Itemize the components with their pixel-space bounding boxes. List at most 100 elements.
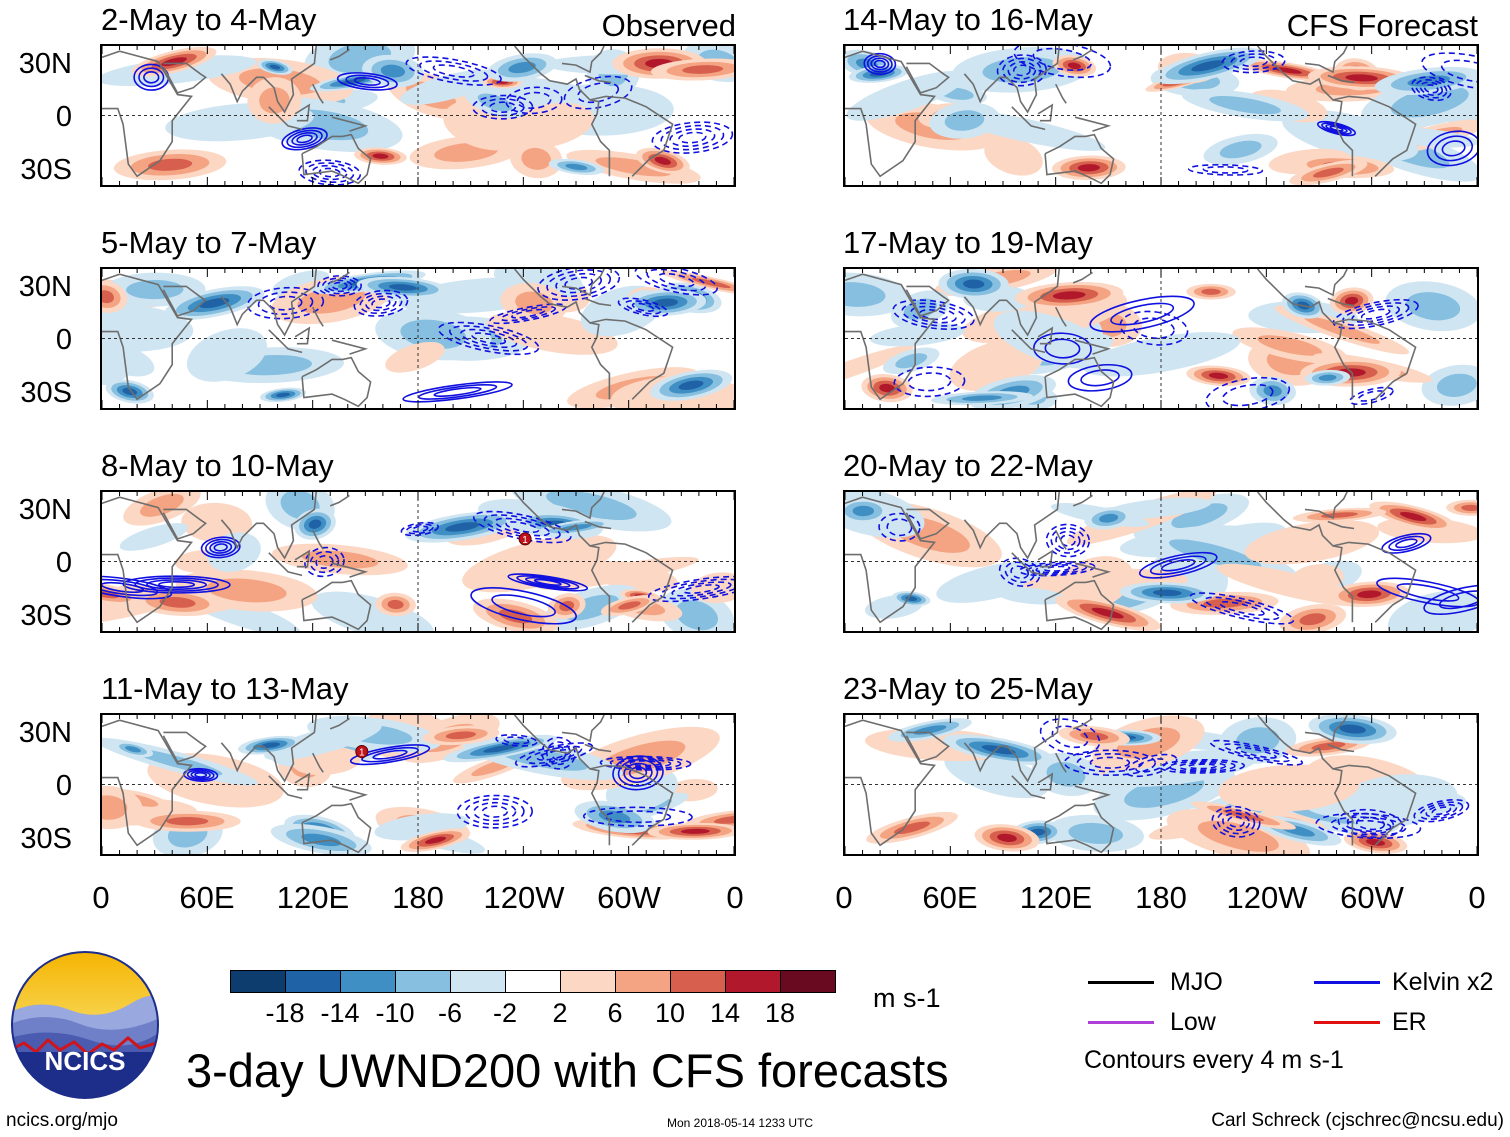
kelvin-contour [1159,758,1246,774]
anomaly-shading [276,392,291,398]
kelvin-contour [1440,59,1477,84]
anomaly-shading [159,597,196,608]
colorbar-label: -18 [265,998,305,1028]
anomaly-shading [981,745,1016,755]
kelvin-contour [470,587,577,625]
kelvin-contour [1055,530,1081,551]
coastline [1011,775,1046,800]
anomaly-shading [140,493,184,517]
anomaly-shading [993,310,1111,369]
y-tick-30s: 30S [20,600,72,632]
coastline [220,715,317,783]
coastline [845,719,937,847]
anomaly-shading [936,560,1051,603]
kelvin-contour [134,577,219,592]
coastline [220,269,317,337]
kelvin-contour [315,555,334,569]
colorbar-label: 18 [764,998,796,1028]
anomaly-shading [483,744,518,753]
kelvin-contour [516,575,580,590]
coastline [162,62,207,94]
anomaly-shading [1219,140,1262,159]
coastline [1072,48,1093,61]
kelvin-contour [305,162,355,183]
coastline [1304,269,1348,297]
y-tick-eq: 0 [55,324,72,356]
kelvin-contour [617,297,669,318]
kelvin-contour [1209,739,1304,766]
map-panel-forecast-1 [843,44,1479,187]
colorbar-label: -6 [437,998,463,1028]
kelvin-contour [1204,596,1280,621]
anomaly-shading [1083,332,1241,377]
coastline [589,541,674,623]
coastline [102,719,194,847]
kelvin-contour [200,536,241,559]
y-tick-30s: 30S [20,154,72,186]
kelvin-contour [678,131,707,144]
kelvin-contour [402,381,513,403]
kelvin-contour [1218,601,1265,616]
anomaly-shading [125,746,141,753]
svg-text:1: 1 [359,747,365,758]
y-tick-30n: 30N [18,271,72,303]
anomaly-shading [400,69,499,105]
kelvin-contour [619,758,672,768]
coastline [1256,269,1354,400]
y-tick-30n: 30N [18,494,72,526]
map-field [845,46,1477,185]
contour-note: Contours every 4 m s-1 [1084,1046,1344,1074]
anomaly-shading [713,815,734,824]
kelvin-contour [901,302,966,327]
colorbar-label: 10 [654,998,686,1028]
kelvin-contour [361,746,419,763]
kelvin-contour [1211,805,1261,838]
anomaly-shading [1303,316,1380,344]
legend-line-kelvin [1314,981,1380,984]
kelvin-contour [1168,760,1236,773]
kelvin-contour [1426,130,1477,167]
kelvin-contour [205,538,237,557]
anomaly-shading [1171,503,1228,529]
coastline [329,494,350,507]
colorbar-swatch [505,970,561,993]
colorbar-swatch [725,970,781,993]
map-panel-forecast-4 [843,713,1479,856]
coastline [589,95,674,177]
observed-label: Observed [601,8,736,43]
anomaly-shading [895,353,928,369]
y-tick-30n: 30N [18,717,72,749]
kelvin-contour [1033,332,1092,365]
kelvin-contour [411,525,429,533]
coastline [268,329,303,354]
kelvin-contour [1419,81,1444,96]
kelvin-contour [525,576,571,588]
x-tick: 120E [1019,880,1093,915]
kelvin-contour [893,366,966,398]
kelvin-contour [1239,56,1268,68]
kelvin-contour [604,810,672,824]
x-tick: 120E [276,880,350,915]
kelvin-contour [1010,565,1030,580]
coastline [584,297,612,307]
coastline [561,492,605,520]
coastline [1327,297,1355,307]
kelvin-contour [1434,135,1474,162]
coastline [162,731,207,763]
coastline [845,273,937,401]
anomaly-shading [1370,127,1477,148]
anomaly-shading [675,600,718,631]
kelvin-contour [514,742,594,768]
svg-text:1: 1 [522,535,528,546]
anomaly-shading [618,601,641,610]
anomaly-shading [537,556,699,590]
kelvin-contour [1222,743,1290,763]
anomaly-shading [852,505,875,517]
anomaly-shading [1067,62,1081,70]
kelvin-contour [505,86,563,115]
coastline [1256,492,1354,623]
coastline [329,271,350,284]
kelvin-contour [511,308,546,319]
coastline [102,273,194,401]
kelvin-contour [298,159,362,185]
